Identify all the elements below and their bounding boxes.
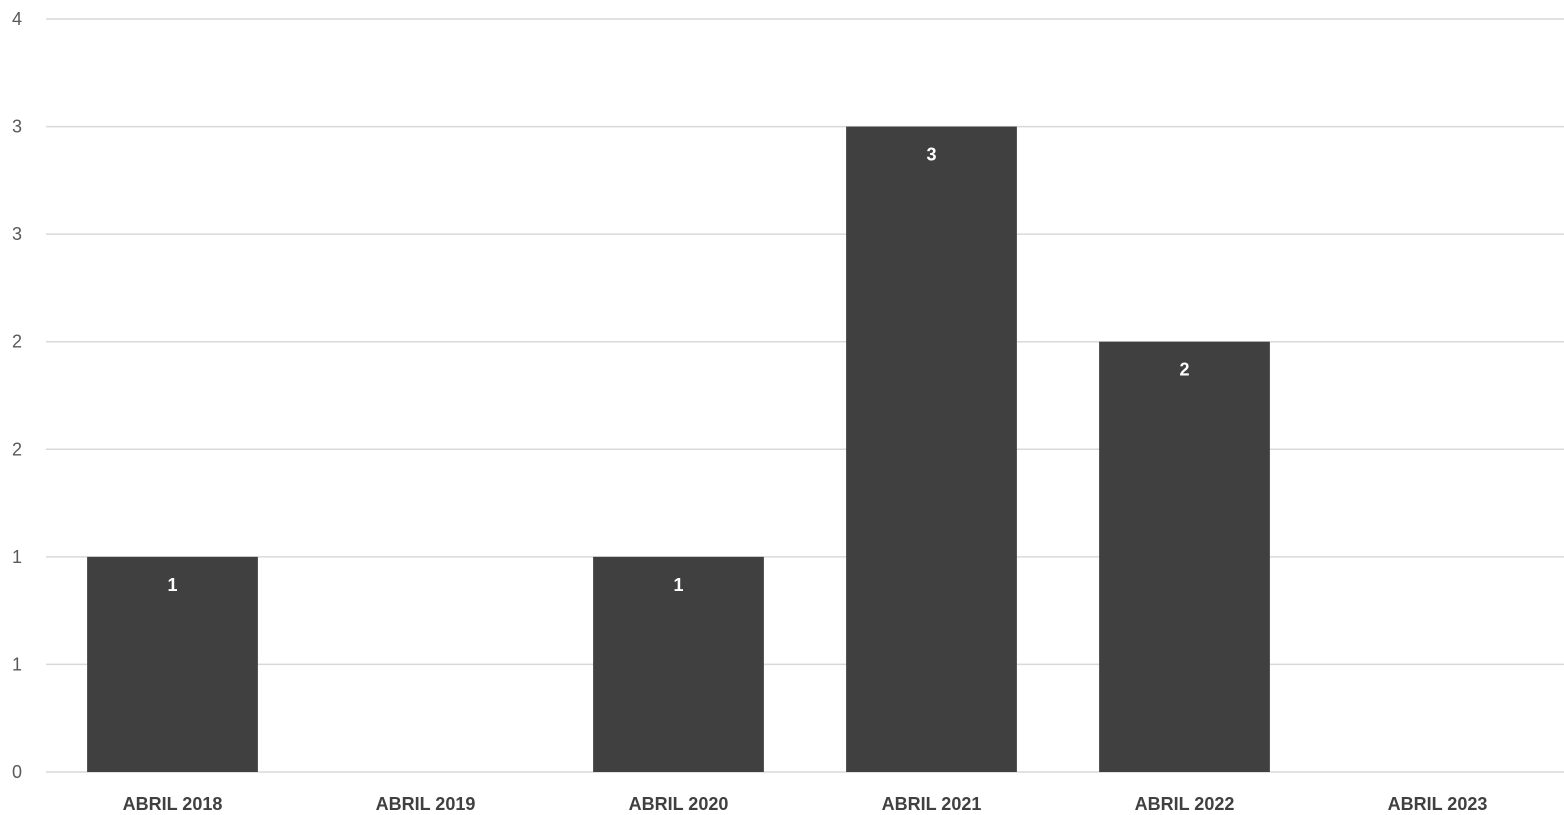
y-tick-label: 3: [12, 117, 22, 137]
y-tick-label: 2: [12, 439, 22, 459]
bar-abril-2022: [1099, 341, 1270, 772]
bars: [87, 126, 1270, 773]
data-label: 3: [926, 145, 936, 165]
x-category-label: ABRIL 2022: [1135, 794, 1235, 814]
y-tick-label: 1: [12, 547, 22, 567]
x-category-label: ABRIL 2023: [1388, 794, 1488, 814]
y-tick-label: 2: [12, 332, 22, 352]
gridlines: [46, 18, 1564, 773]
data-labels: 1 1 3 2: [167, 145, 1189, 595]
bar-abril-2018: [87, 556, 258, 772]
bar-abril-2021: [846, 126, 1017, 773]
y-tick-label: 0: [12, 762, 22, 782]
x-axis-labels: ABRIL 2018 ABRIL 2019 ABRIL 2020 ABRIL 2021…: [123, 794, 1488, 814]
x-category-label: ABRIL 2020: [629, 794, 729, 814]
x-category-label: ABRIL 2018: [123, 794, 223, 814]
y-tick-label: 3: [12, 224, 22, 244]
x-category-label: ABRIL 2019: [376, 794, 476, 814]
x-category-label: ABRIL 2021: [882, 794, 982, 814]
y-axis-ticks: 0 1 1 2 2 3 3 4: [12, 9, 22, 782]
y-tick-label: 1: [12, 654, 22, 674]
bar-abril-2020: [593, 556, 764, 772]
data-label: 1: [167, 575, 177, 595]
data-label: 1: [673, 575, 683, 595]
y-tick-label: 4: [12, 9, 22, 29]
data-label: 2: [1179, 360, 1189, 380]
